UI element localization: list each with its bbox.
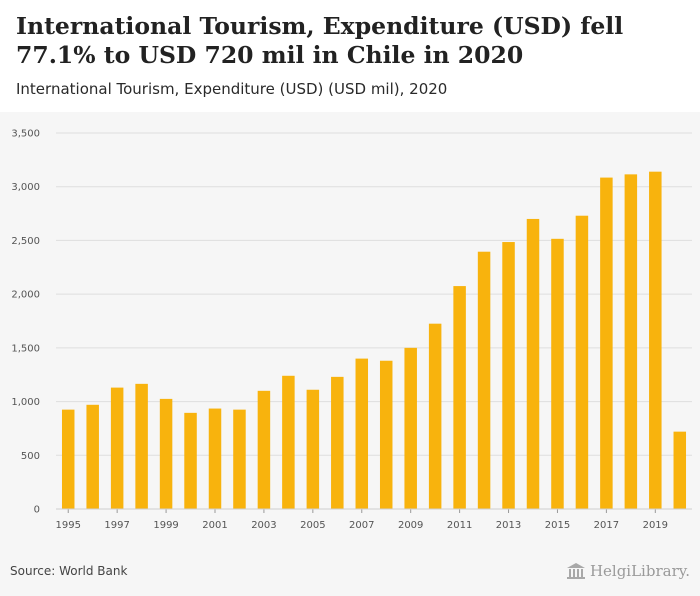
bar-1999 [159, 398, 173, 509]
bar-2017 [600, 177, 613, 509]
x-tick-label: 1999 [153, 520, 178, 531]
y-tick-label: 2,500 [11, 236, 40, 247]
bar-2005 [306, 389, 320, 509]
y-tick-label: 500 [21, 451, 40, 462]
library-building-icon [566, 563, 585, 579]
x-tick-label: 2019 [643, 520, 668, 531]
y-tick-label: 3,500 [11, 129, 40, 140]
bar-2011 [453, 286, 466, 509]
y-tick-label: 1,000 [11, 397, 40, 408]
x-tick-label: 2005 [300, 520, 325, 531]
bar-2019 [649, 171, 662, 509]
bar-2008 [379, 360, 393, 509]
bar-2009 [404, 347, 417, 509]
logo-text: HelgiLibrary. [589, 562, 690, 580]
x-tick-label: 2011 [447, 520, 472, 531]
x-tick-label: 2009 [398, 520, 423, 531]
bar-2004 [282, 375, 295, 509]
bar-2002 [233, 409, 246, 509]
chart-subtitle: International Tourism, Expenditure (USD)… [16, 80, 448, 98]
x-tick-label: 2017 [594, 520, 619, 531]
x-tick-label: 2007 [349, 520, 374, 531]
y-tick-label: 3,000 [11, 182, 40, 193]
x-tick-label: 2001 [202, 520, 227, 531]
bar-1995 [61, 409, 75, 509]
x-tick-label: 2015 [545, 520, 570, 531]
helgilibrary-logo: HelgiLibrary. [566, 560, 690, 582]
bar-2010 [428, 323, 442, 509]
bar-2013 [502, 242, 515, 510]
bar-2006 [331, 376, 344, 509]
x-tick-label: 2013 [496, 520, 521, 531]
chart-header: International Tourism, Expenditure (USD)… [0, 0, 700, 112]
bar-1996 [86, 404, 99, 509]
bar-1997 [110, 387, 124, 509]
bar-2020 [673, 431, 687, 509]
bar-2000 [184, 412, 197, 509]
bar-2001 [208, 408, 222, 509]
y-tick-label: 1,500 [11, 343, 40, 354]
bar-chart: 0 500 1,000 1,500 2,000 2,500 3,000 3,500 1995 19… [11, 129, 692, 531]
bar-2014 [526, 218, 540, 509]
bar-2012 [477, 251, 491, 510]
source-note: Source: World Bank [10, 564, 128, 578]
bar-2003 [257, 390, 271, 509]
bar-2018 [624, 174, 638, 510]
bar-2007 [355, 358, 369, 509]
bar-2015 [551, 238, 564, 509]
x-tick-label: 1995 [56, 520, 81, 531]
x-tick-label: 2003 [251, 520, 276, 531]
bar-1998 [135, 383, 148, 509]
chart-footer: Source: World Bank HelgiLibrary. [0, 550, 700, 596]
bar-2016 [575, 215, 589, 509]
chart-title: International Tourism, Expenditure (USD)… [16, 12, 624, 69]
x-tick-label: 1997 [104, 520, 129, 531]
y-tick-label: 2,000 [11, 290, 40, 301]
y-tick-label: 0 [34, 505, 40, 516]
